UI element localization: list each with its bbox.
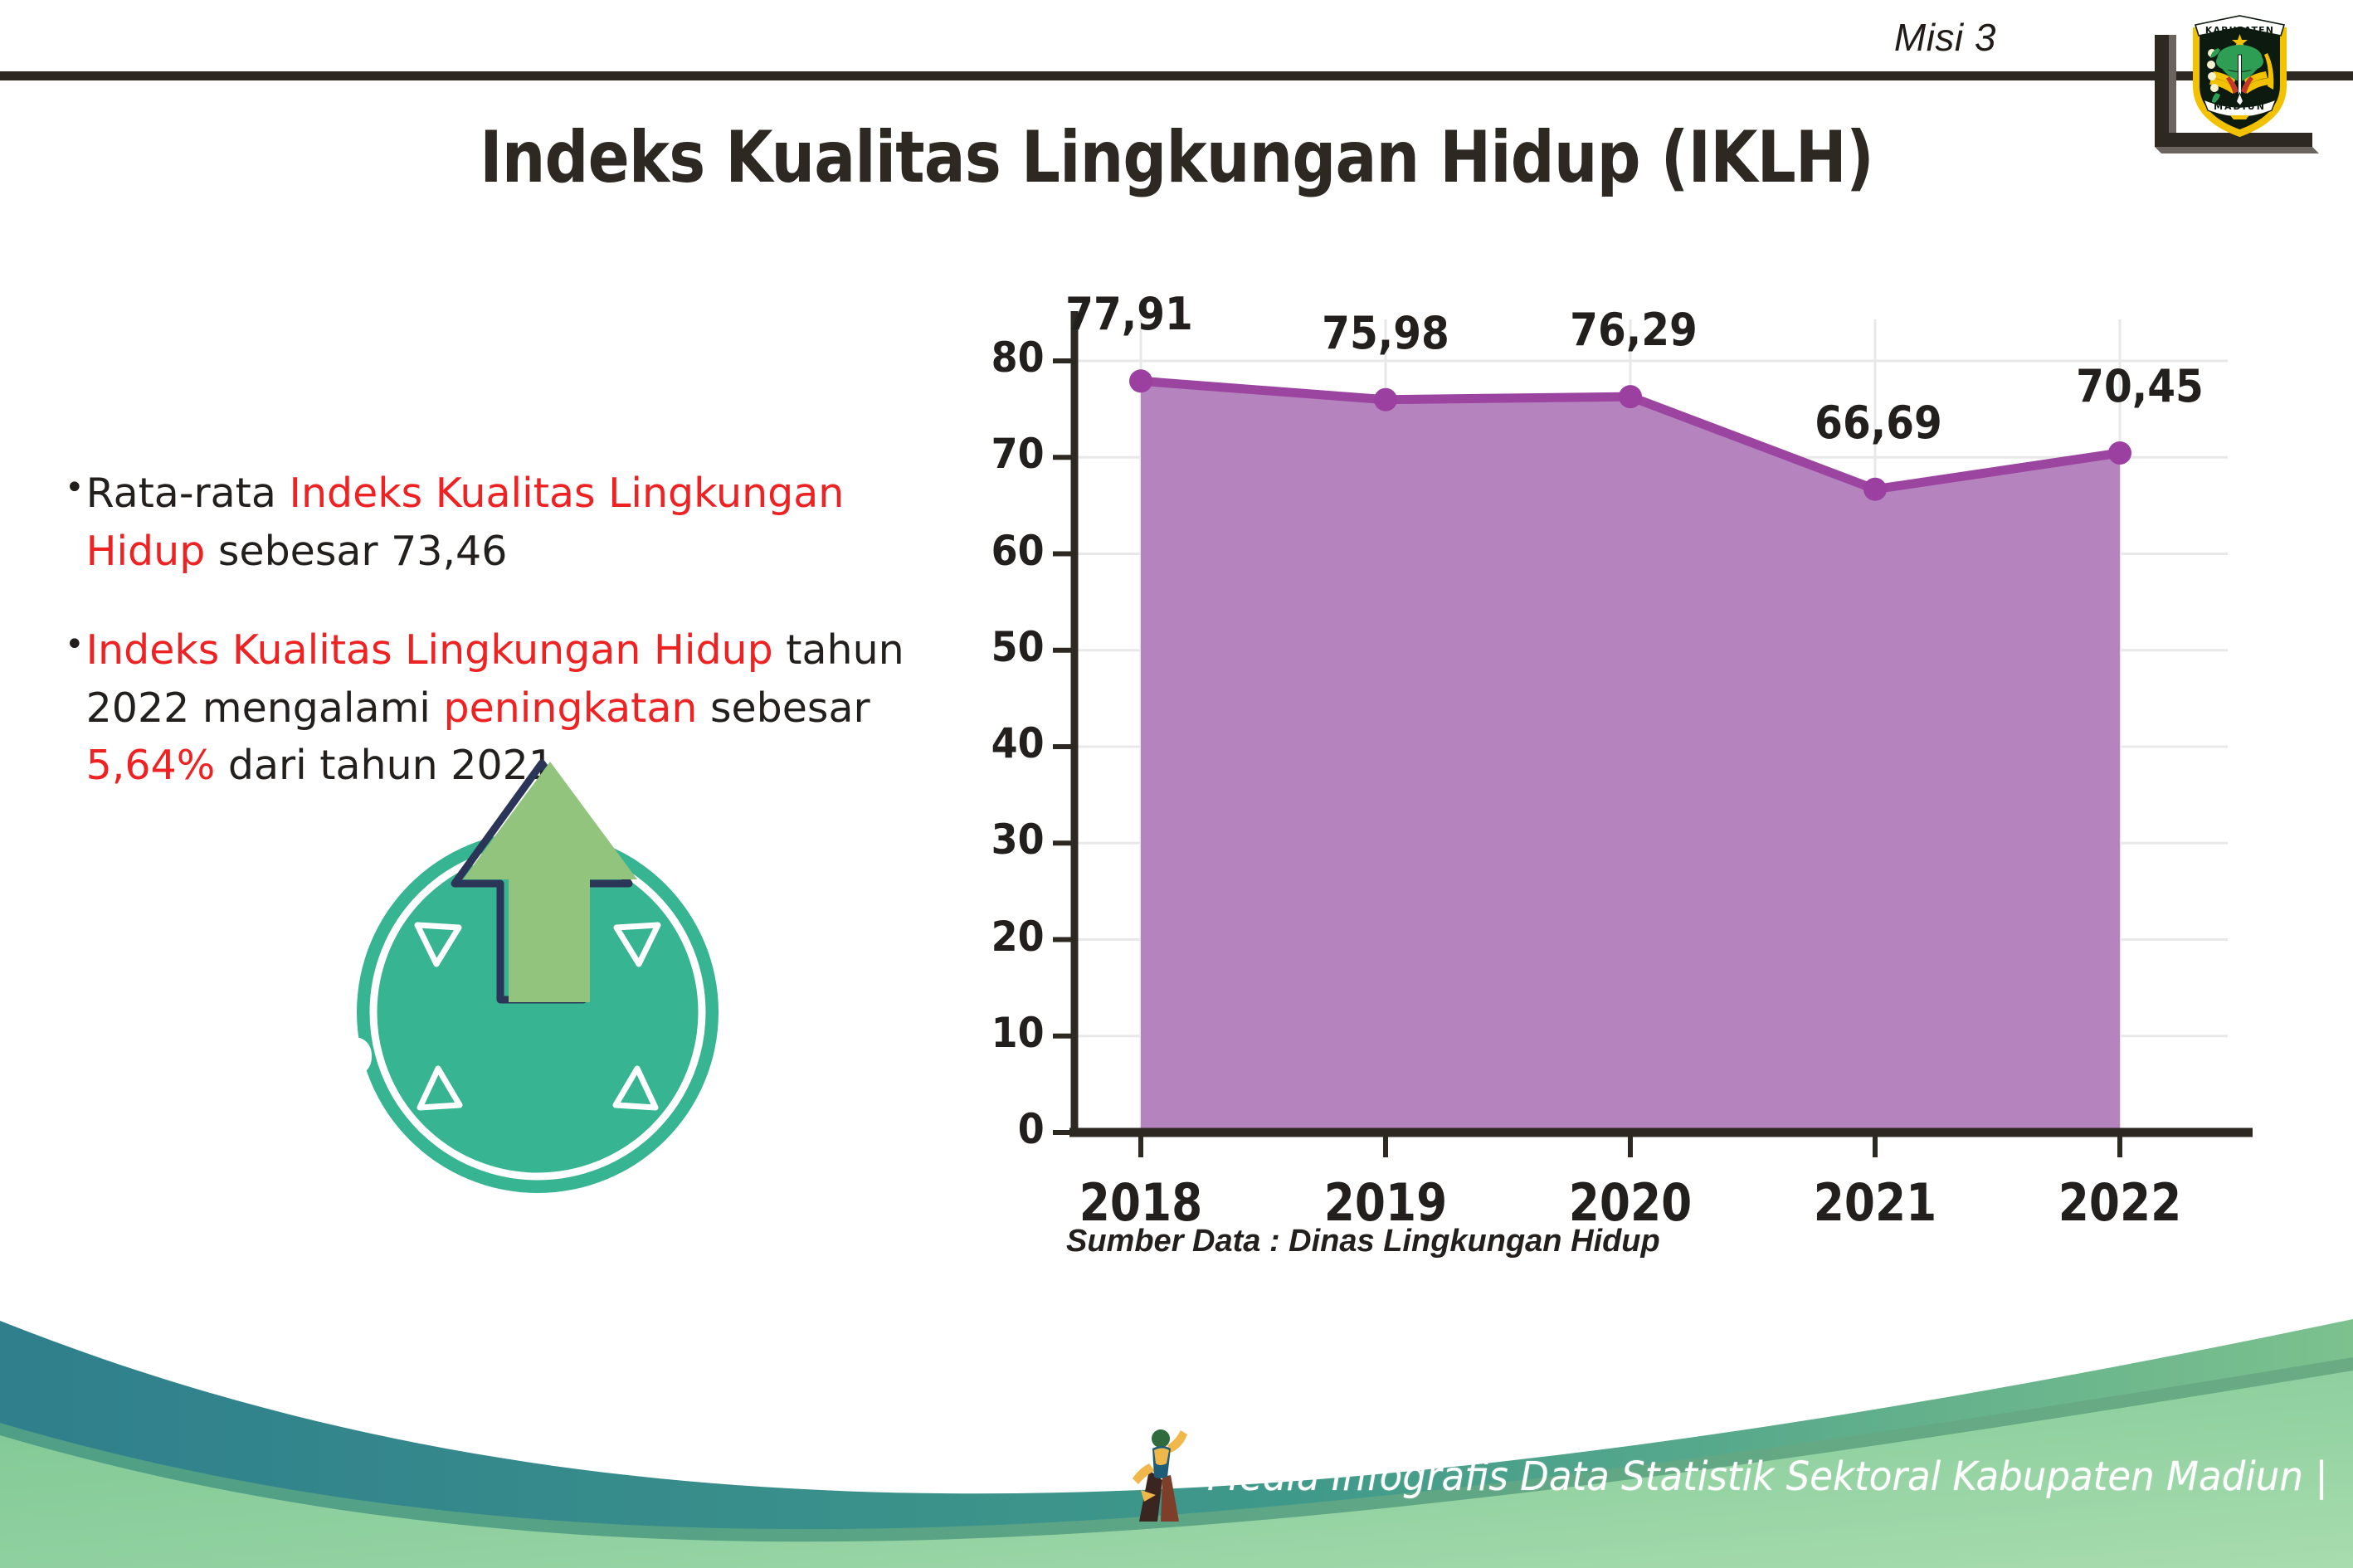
x-axis-tick-label: 2018	[1079, 1172, 1203, 1233]
svg-text:MADIUN: MADIUN	[2214, 101, 2266, 112]
data-value-label: 77,91	[1065, 288, 1193, 341]
badge-circle	[357, 831, 719, 1193]
data-value-label: 75,98	[1322, 306, 1449, 359]
y-axis-tick-label: 70	[991, 430, 1045, 479]
arrow-up-icon	[463, 762, 637, 1002]
data-value-label: 70,45	[2076, 360, 2204, 413]
data-point-marker	[2108, 441, 2131, 465]
header-bracket-horizontal	[2155, 133, 2312, 147]
bullet-text-plain: sebesar 73,46	[205, 527, 508, 575]
y-axis-tick-label: 40	[991, 719, 1045, 767]
header-divider-line	[0, 71, 2353, 80]
data-point-marker	[1863, 477, 1887, 501]
bullet-text-highlight: Indeks Kualitas Lingkungan Hidup	[85, 626, 773, 674]
badge-graphic	[357, 759, 719, 1193]
footer-caption: Media Infografis Data Statistik Sektoral…	[1207, 1454, 2328, 1500]
bullet-text-highlight: 5,64%	[85, 742, 216, 790]
chart-plot	[1053, 311, 2253, 1157]
list-item: • Rata-rata Indeks Kualitas Lingkungan H…	[65, 465, 969, 580]
bullet-text-highlight: peningkatan	[443, 684, 698, 732]
footer-wave-decoration	[0, 1319, 2353, 1568]
y-axis-tick-label: 60	[991, 526, 1045, 575]
data-point-marker	[1129, 369, 1152, 393]
bullet-text-plain: Rata-rata	[85, 470, 290, 517]
y-axis-tick-label: 80	[991, 334, 1045, 382]
y-axis-tick-label: 30	[991, 816, 1045, 864]
bullet-text-plain: sebesar	[697, 684, 870, 732]
area-fill	[1141, 381, 2120, 1132]
bullet-text-plain: tahun 2022 mengalami	[85, 626, 904, 732]
dancer-logo-icon	[1133, 1429, 1187, 1522]
increase-badge	[330, 755, 745, 1203]
y-axis-tick-label: 50	[991, 622, 1045, 671]
list-item: • Indeks Kualitas Lingkungan Hidup tahun…	[65, 621, 969, 795]
summary-bullet-list: • Rata-rata Indeks Kualitas Lingkungan H…	[65, 465, 969, 836]
y-axis-tick-label: 0	[1017, 1105, 1045, 1153]
kabupaten-madiun-logo-icon: KABUPATEN MADIUN	[2184, 7, 2296, 139]
bullet-text: Indeks Kualitas Lingkungan Hidup tahun 2…	[86, 621, 969, 795]
bullet-marker: •	[65, 626, 85, 665]
data-point-marker	[1619, 385, 1642, 409]
bullet-text-highlight: Indeks Kualitas Lingkungan Hidup	[85, 470, 845, 575]
y-axis-tick-label: 20	[991, 912, 1045, 961]
bullet-marker: •	[65, 469, 85, 507]
data-value-label: 76,29	[1570, 304, 1698, 357]
x-axis-tick-label: 2019	[1323, 1172, 1448, 1233]
svg-text:KABUPATEN: KABUPATEN	[2205, 25, 2274, 36]
header-bracket-vertical	[2155, 35, 2176, 147]
x-axis-tick-label: 2020	[1568, 1172, 1693, 1233]
bullet-text-plain: dari tahun 2021	[215, 742, 554, 790]
iklh-area-chart: 0 10 20 30 40 50 60 70 80 2018 2019 2020 2021 2022 7…	[975, 288, 2286, 1273]
badge-percent-label: 10,5%	[41, 983, 374, 1098]
x-axis-tick-label: 2022	[2058, 1172, 2182, 1233]
data-point-marker	[1374, 387, 1397, 411]
data-value-label: 66,69	[1815, 396, 1942, 449]
x-axis-tick-label: 2021	[1813, 1172, 1937, 1233]
mission-label: Misi 3	[1893, 16, 1996, 59]
chart-source-note: Sumber Data : Dinas Lingkungan Hidup	[1066, 1224, 1660, 1259]
bullet-text: Rata-rata Indeks Kualitas Lingkungan Hid…	[86, 465, 969, 580]
y-axis-tick-label: 10	[991, 1008, 1045, 1057]
page-title: Indeks Kualitas Lingkungan Hidup (IKLH)	[480, 116, 1874, 199]
